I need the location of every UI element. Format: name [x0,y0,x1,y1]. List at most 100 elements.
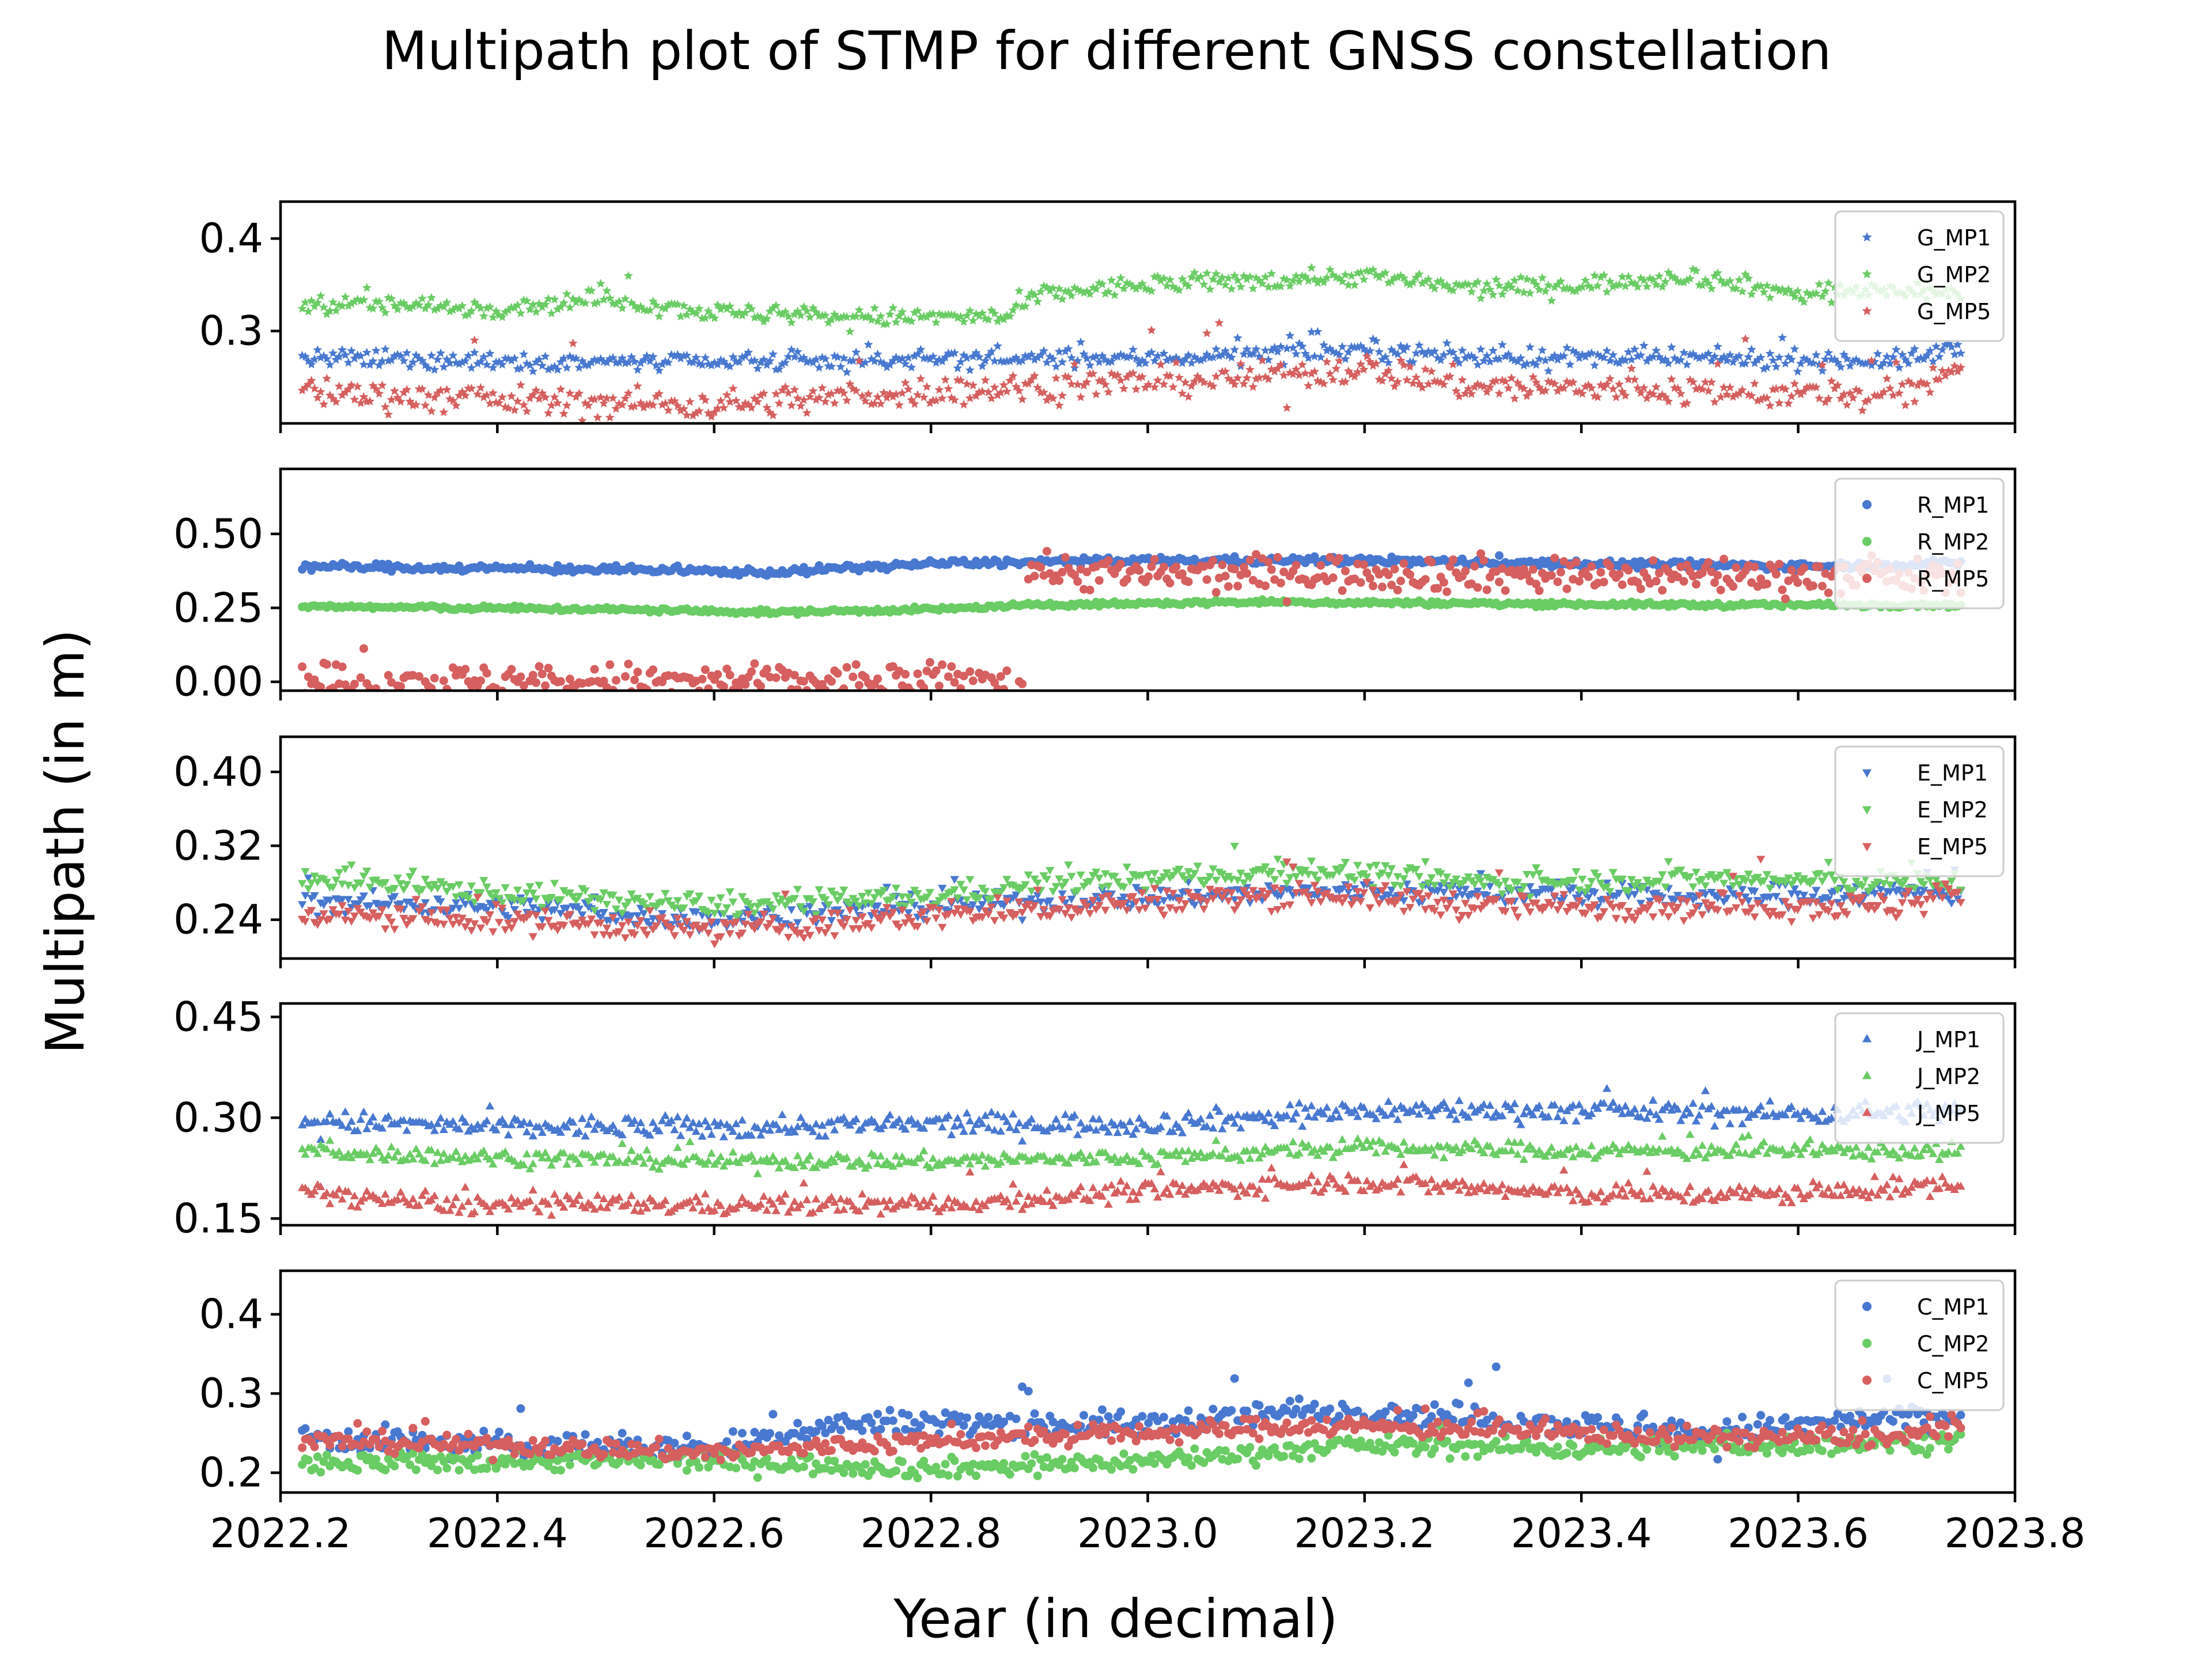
data-point [331,355,341,364]
data-point [1900,400,1910,410]
data-point [1291,873,1301,881]
data-point [1553,355,1563,364]
data-point [1506,282,1517,291]
data-point [1257,279,1267,288]
data-point [1104,387,1113,396]
data-point [855,681,863,690]
data-point [1652,577,1661,586]
data-point [461,923,470,931]
data-point [1282,858,1291,867]
data-point [1876,391,1886,400]
data-point [1692,579,1700,589]
data-point [1501,877,1510,886]
data-point [1239,349,1249,358]
data-point [1014,286,1024,296]
data-point [1406,904,1415,912]
data-point [488,928,498,937]
data-point [1590,889,1599,897]
data-point [1107,357,1116,366]
data-point [442,906,452,915]
data-point [1482,351,1492,360]
data-point [1347,901,1356,909]
data-point [1058,294,1067,304]
data-point [1372,861,1381,870]
data-point [1916,901,1926,909]
data-point [1448,890,1458,899]
data-point [1134,358,1144,368]
data-point [1177,569,1187,578]
data-point [1128,368,1138,377]
data-point [1282,597,1291,606]
data-point [1135,566,1144,575]
data-point [350,884,359,892]
data-point [1910,344,1919,353]
data-point [328,883,338,892]
data-point [359,892,369,900]
data-point [873,349,882,358]
data-point [306,376,316,385]
data-point [925,398,935,407]
data-point [1433,584,1442,593]
data-point [984,694,993,702]
data-point [1276,359,1286,369]
data-point [851,916,861,925]
data-point [1122,372,1132,381]
data-point [1725,350,1735,359]
data-point [507,665,516,674]
data-point [433,354,442,364]
data-point [1787,566,1796,575]
data-point [344,1123,353,1131]
data-point [1002,387,1012,396]
data-point [374,360,384,370]
data-point [1627,355,1637,364]
data-point [1618,876,1627,884]
data-point [371,346,381,355]
data-point [645,921,654,930]
data-point [584,400,593,410]
data-point [387,355,396,364]
data-point [1338,586,1347,595]
data-point [863,339,873,349]
data-point [1652,346,1661,355]
data-point [1381,882,1390,891]
data-point [1091,284,1101,293]
data-point [1713,359,1722,368]
data-point [676,922,685,931]
data-point [1623,347,1634,357]
data-point [1310,351,1320,361]
data-point [402,385,412,394]
data-point [688,410,698,420]
data-point [1119,884,1128,892]
data-point [544,916,553,925]
data-point [873,902,882,911]
data-point [1774,286,1784,295]
data-point [552,304,563,313]
data-point [1325,553,1335,562]
data-point [301,918,310,926]
data-point [525,393,535,403]
data-point [1091,389,1101,399]
data-point [510,405,520,414]
data-point [1698,281,1707,290]
data-point [1306,327,1316,336]
data-point [1177,358,1187,368]
data-point [1535,586,1544,595]
data-point [1233,876,1243,885]
data-point [1535,870,1544,878]
data-point [423,390,433,399]
data-point [833,669,842,678]
data-point [380,402,390,411]
data-point [1507,898,1516,906]
data-point [430,365,440,374]
data-point [1750,888,1759,896]
data-point [747,304,756,313]
data-point [1100,289,1110,298]
data-point [630,401,639,411]
data-point [1279,370,1289,380]
data-point [1138,889,1147,897]
data-point [1811,350,1821,359]
data-point [1340,859,1350,867]
data-point [737,403,747,412]
data-point [740,351,750,361]
data-point [897,893,907,902]
